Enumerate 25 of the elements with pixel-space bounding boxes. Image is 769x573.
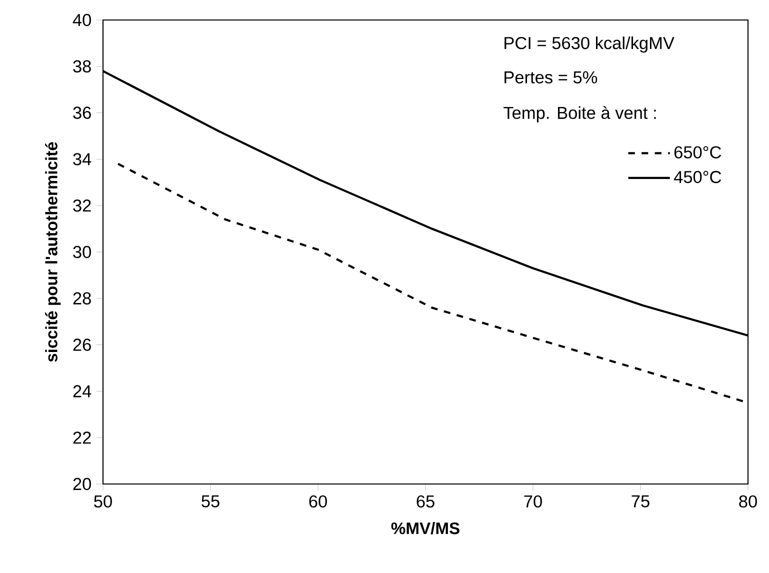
y-tick-label: 34 — [73, 153, 92, 166]
legend-title: Temp. Boite à vent : — [504, 106, 656, 122]
legend-label: 450°C — [674, 170, 722, 184]
x-axis-title: %MV/MS — [391, 522, 460, 534]
y-tick-label: 28 — [73, 292, 91, 305]
y-tick-label: 38 — [73, 60, 91, 73]
y-tick-label: 22 — [73, 432, 91, 444]
y-tick-label: 20 — [73, 478, 91, 490]
y-tick-label: 40 — [72, 14, 91, 26]
x-tick-label: 75 — [632, 495, 650, 508]
y-tick-label: 32 — [73, 199, 91, 212]
x-tick-label: 50 — [94, 495, 112, 508]
x-tick-label: 55 — [202, 495, 220, 508]
y-tick-label: 30 — [73, 246, 91, 258]
y-tick-label: 24 — [73, 385, 92, 398]
x-tick-label: 80 — [739, 495, 757, 508]
y-tick-label: 26 — [73, 338, 91, 351]
x-tick-label: 70 — [524, 495, 542, 508]
legend-label: 650°C — [674, 146, 722, 158]
x-tick-label: 60 — [309, 495, 327, 508]
y-tick-label: 36 — [73, 106, 91, 119]
annotation: PCI = 5630 kcal/kgMV — [504, 36, 674, 53]
y-axis-title: siccité pour l'autothermicité — [45, 142, 61, 362]
x-tick-label: 65 — [416, 495, 434, 508]
annotation: Pertes = 5% — [504, 71, 598, 84]
